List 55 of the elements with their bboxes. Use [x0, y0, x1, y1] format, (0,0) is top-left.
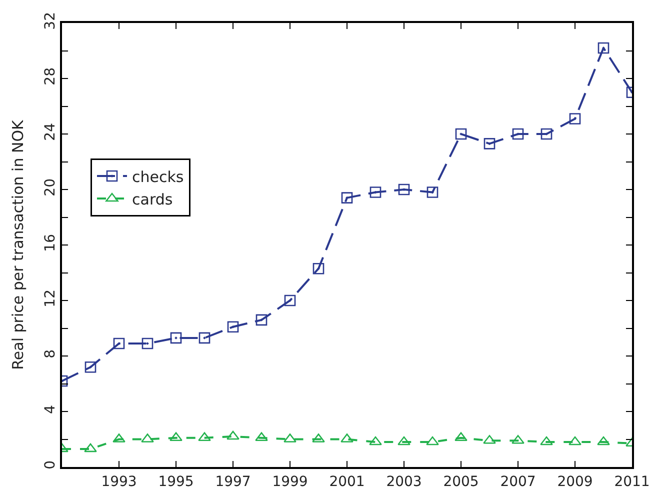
- x-tick-label: 1997: [215, 474, 251, 490]
- x-tick-label: 2003: [386, 474, 422, 490]
- point: [198, 332, 210, 344]
- x-tick-label: 2011: [614, 474, 650, 490]
- y-tick-label: 24: [42, 122, 58, 141]
- point: [84, 361, 96, 373]
- point: [84, 443, 97, 452]
- y-tick-label: 8: [42, 349, 58, 358]
- x-tick-label: 2007: [500, 474, 536, 490]
- point: [226, 430, 240, 440]
- point: [569, 113, 581, 124]
- point: [113, 338, 125, 350]
- x-tick-label: 1999: [272, 474, 308, 490]
- point: [597, 436, 610, 446]
- legend-label: cards: [132, 190, 173, 208]
- y-tick-label: 4: [42, 404, 58, 414]
- point: [540, 128, 552, 140]
- point: [284, 294, 296, 306]
- point: [426, 436, 439, 446]
- x-tick-label: 2009: [557, 474, 593, 490]
- point: [256, 314, 268, 326]
- point: [198, 432, 211, 442]
- point: [227, 321, 239, 333]
- y-axis-title: Real price per transaction in NOK: [9, 118, 28, 370]
- y-tick-label: 0: [42, 460, 58, 470]
- point: [512, 434, 524, 444]
- point: [598, 42, 610, 54]
- x-tick-label: 1993: [101, 474, 137, 490]
- point: [312, 262, 324, 274]
- x-tick-label: 1995: [158, 474, 194, 490]
- point: [341, 192, 353, 204]
- point: [142, 338, 154, 350]
- point: [370, 186, 382, 198]
- x-tick-label: 2005: [443, 474, 479, 490]
- point: [454, 432, 468, 442]
- y-tick-label: 32: [42, 12, 58, 30]
- point: [255, 432, 268, 442]
- y-tick-label: 20: [42, 178, 58, 196]
- point: [426, 186, 438, 198]
- legend-label: checks: [132, 168, 184, 186]
- point: [483, 434, 496, 444]
- point: [170, 432, 182, 442]
- y-tick-label: 12: [42, 289, 58, 308]
- point: [398, 184, 410, 196]
- point: [540, 436, 553, 446]
- y-tick-label: 28: [42, 67, 58, 86]
- point: [512, 128, 524, 140]
- point: [484, 138, 496, 150]
- point: [369, 436, 382, 446]
- point: [568, 436, 582, 446]
- y-tick-label: 16: [42, 234, 58, 252]
- point: [170, 332, 182, 344]
- x-tick-label: 2001: [329, 474, 365, 490]
- point: [455, 128, 467, 140]
- point: [398, 436, 410, 446]
